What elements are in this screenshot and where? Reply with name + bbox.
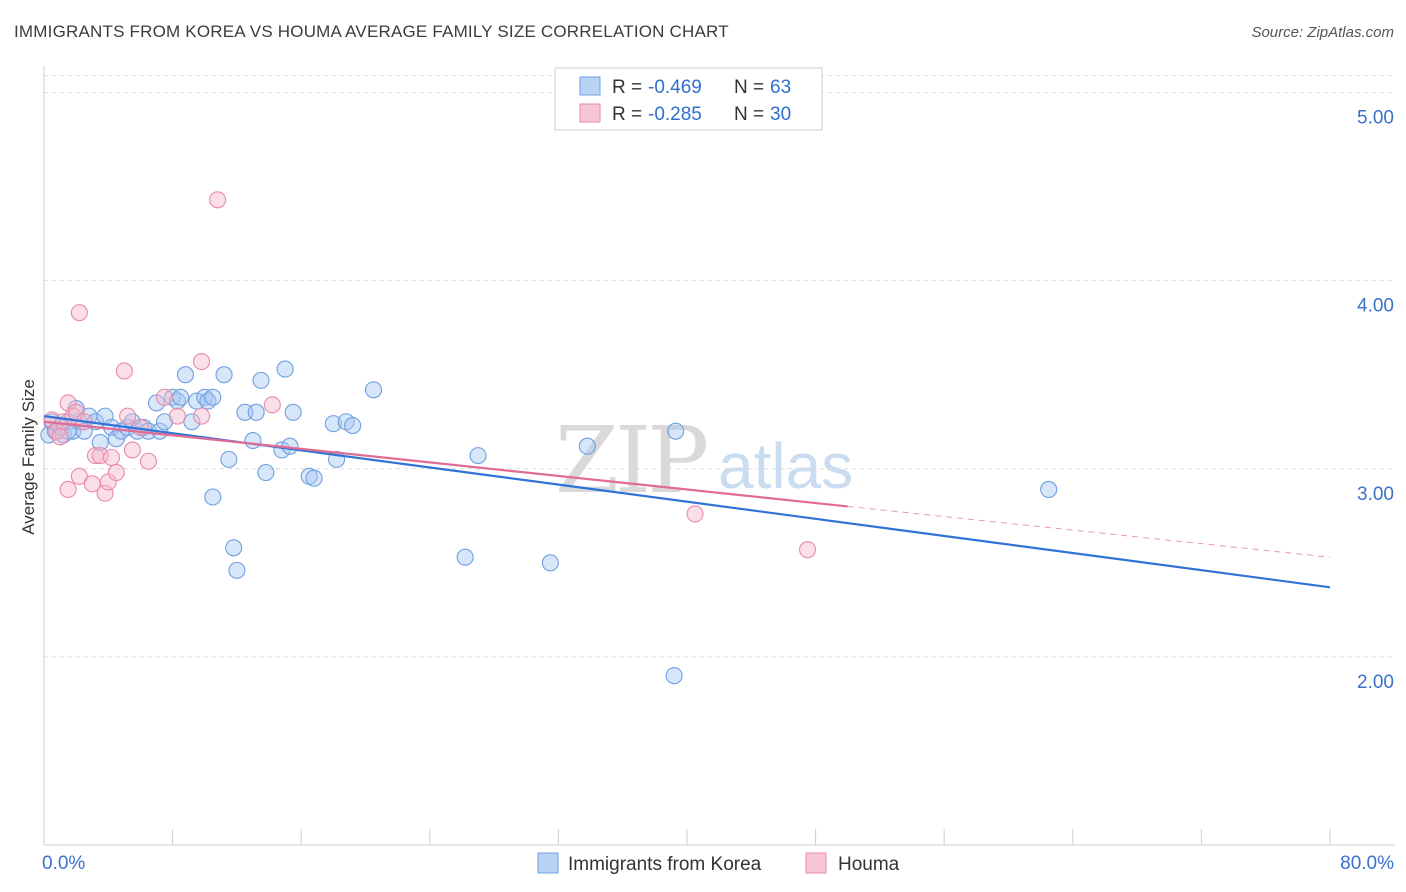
chart-title: IMMIGRANTS FROM KOREA VS HOUMA AVERAGE F… (14, 22, 729, 41)
houma-point (263, 396, 281, 414)
korea-point (364, 381, 383, 399)
korea-point (228, 561, 246, 579)
chart-source: Source: ZipAtlas.com (1251, 24, 1394, 41)
korea-point (469, 447, 487, 465)
x-tick-label-left: 0.0% (42, 853, 85, 874)
stats-r-label: R = (612, 77, 642, 98)
houma-point (51, 428, 69, 446)
y-tick-label: 2.00 (1357, 672, 1394, 693)
korea-point (665, 667, 683, 685)
korea-point (252, 371, 270, 389)
stats-n-value: 30 (770, 104, 791, 125)
stats-n-label: N = (734, 104, 764, 125)
korea-point (1040, 480, 1058, 499)
korea-point (244, 432, 262, 450)
stats-n-label: N = (734, 77, 764, 98)
korea-point (176, 366, 195, 384)
houma-point (139, 452, 158, 470)
x-tick-label-right: 80.0% (1340, 853, 1394, 874)
houma-point (59, 480, 77, 499)
legend-swatch-korea (537, 852, 559, 874)
korea-point (204, 388, 222, 406)
houma-point (686, 505, 704, 523)
houma-point (70, 467, 88, 485)
stats-n-value: 63 (770, 77, 791, 98)
houma-point (96, 484, 114, 502)
korea-point (257, 463, 275, 482)
korea-point (204, 488, 222, 506)
korea-point (91, 433, 109, 452)
korea-point (276, 360, 294, 378)
korea-point (578, 437, 596, 455)
legend-label-houma: Houma (838, 854, 900, 875)
korea-point (284, 403, 302, 421)
korea-point (225, 539, 243, 557)
houma-point (107, 463, 125, 482)
y-tick-label: 3.00 (1357, 484, 1394, 505)
houma-point (70, 304, 88, 322)
houma-point (123, 441, 141, 459)
houma-point (119, 407, 137, 425)
stats-r-label: R = (612, 104, 642, 125)
stats-swatch (579, 76, 601, 96)
y-axis-label: Average Family Size (19, 379, 38, 535)
korea-point (344, 416, 362, 435)
houma-point (115, 362, 133, 380)
watermark-zip: ZIP (555, 407, 706, 514)
y-tick-label: 5.00 (1357, 108, 1394, 129)
korea-point (220, 450, 238, 468)
korea-point (456, 548, 474, 566)
watermark-atlas: atlas (718, 430, 853, 502)
korea-point (324, 415, 342, 433)
houma-point (102, 448, 121, 467)
korea-point (305, 469, 323, 487)
houma-trend-extension (847, 505, 1331, 558)
korea-point (183, 413, 201, 431)
korea-point (172, 388, 190, 406)
houma-point (168, 407, 186, 425)
houma-point (799, 541, 817, 559)
korea-point (215, 366, 233, 384)
korea-point (156, 413, 174, 431)
legend-swatch-houma (805, 852, 827, 874)
stats-r-value: -0.285 (648, 104, 702, 125)
houma-trend-line (43, 420, 848, 508)
korea-point (247, 403, 265, 421)
houma-point (192, 407, 211, 425)
legend-label-korea: Immigrants from Korea (568, 854, 762, 875)
korea-point (541, 554, 559, 572)
houma-point (156, 388, 174, 406)
korea-point (667, 422, 685, 440)
y-tick-label: 4.00 (1357, 296, 1394, 317)
houma-point (209, 191, 227, 209)
houma-point (192, 353, 211, 371)
stats-swatch (579, 103, 601, 123)
stats-r-value: -0.469 (648, 77, 702, 98)
